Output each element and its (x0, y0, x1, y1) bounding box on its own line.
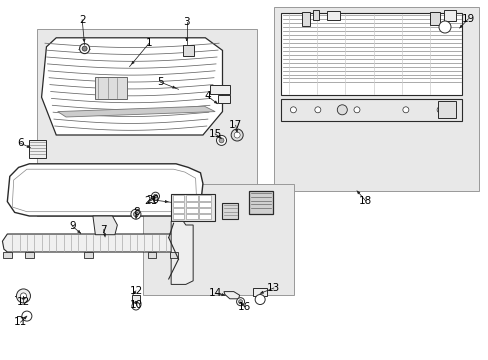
Bar (222, 203, 238, 219)
Bar (253, 288, 266, 296)
Bar (95, 77, 127, 99)
Text: 15: 15 (208, 129, 222, 139)
Text: 10: 10 (129, 300, 142, 310)
Text: 11: 11 (14, 317, 27, 327)
Text: 5: 5 (157, 77, 163, 87)
Bar (199, 195, 210, 201)
Text: 19: 19 (461, 14, 474, 24)
Bar (171, 194, 215, 221)
Bar (199, 208, 210, 213)
Bar (302, 12, 309, 26)
Bar (185, 214, 197, 219)
Text: 12: 12 (17, 297, 30, 307)
Bar (142, 184, 294, 295)
Bar (443, 10, 455, 21)
Bar (132, 295, 140, 303)
Bar (172, 214, 184, 219)
Bar (172, 195, 184, 201)
Bar (3, 252, 12, 258)
Circle shape (17, 289, 30, 303)
Circle shape (438, 21, 450, 33)
Bar (210, 85, 229, 94)
Circle shape (132, 302, 140, 310)
Text: 7: 7 (100, 225, 107, 235)
Text: 8: 8 (133, 207, 140, 217)
Bar (217, 95, 229, 103)
Bar (29, 140, 46, 158)
Bar (172, 202, 184, 207)
Text: 13: 13 (266, 283, 280, 293)
Circle shape (337, 105, 346, 115)
Polygon shape (7, 164, 203, 216)
Circle shape (219, 138, 224, 143)
Bar (185, 195, 197, 201)
Text: 6: 6 (17, 138, 24, 148)
Circle shape (151, 192, 159, 200)
Circle shape (231, 129, 243, 141)
Bar (172, 208, 184, 213)
Circle shape (20, 293, 26, 299)
Polygon shape (171, 221, 193, 284)
Bar (312, 10, 318, 20)
Circle shape (216, 135, 226, 145)
Text: 21: 21 (143, 196, 157, 206)
Bar (169, 252, 178, 258)
Circle shape (255, 294, 264, 305)
Bar (437, 101, 455, 118)
Text: 14: 14 (208, 288, 222, 298)
Circle shape (234, 132, 240, 138)
Polygon shape (93, 216, 117, 235)
Polygon shape (224, 292, 239, 299)
Circle shape (133, 212, 138, 217)
Bar (281, 13, 461, 95)
Text: 18: 18 (358, 196, 372, 206)
Text: 20: 20 (146, 195, 159, 205)
Bar (84, 252, 93, 258)
Bar (185, 208, 197, 213)
Text: 2: 2 (79, 15, 85, 25)
Text: 4: 4 (204, 91, 211, 102)
Bar (429, 12, 439, 25)
Polygon shape (58, 106, 215, 117)
Circle shape (402, 107, 408, 113)
Bar (185, 202, 197, 207)
Text: 1: 1 (145, 38, 152, 48)
Bar (199, 214, 210, 219)
Bar (326, 11, 340, 20)
Circle shape (238, 300, 242, 304)
Bar (199, 202, 210, 207)
Circle shape (236, 298, 244, 306)
Text: 17: 17 (228, 120, 242, 130)
Text: 3: 3 (183, 17, 190, 27)
Polygon shape (2, 234, 190, 252)
Circle shape (314, 107, 320, 113)
Text: 12: 12 (129, 286, 142, 296)
Bar (25, 252, 34, 258)
Bar (281, 99, 461, 121)
Circle shape (353, 107, 359, 113)
Circle shape (436, 107, 442, 113)
Circle shape (290, 107, 296, 113)
Bar (183, 45, 194, 56)
Circle shape (82, 46, 87, 51)
Bar (249, 191, 272, 214)
Bar (37, 29, 256, 216)
Polygon shape (41, 38, 222, 135)
Circle shape (131, 209, 141, 219)
Circle shape (22, 311, 32, 321)
Circle shape (153, 194, 157, 198)
Bar (147, 252, 156, 258)
Text: 16: 16 (237, 302, 251, 312)
Circle shape (80, 44, 89, 54)
Text: 9: 9 (69, 221, 76, 231)
Bar (273, 7, 478, 191)
